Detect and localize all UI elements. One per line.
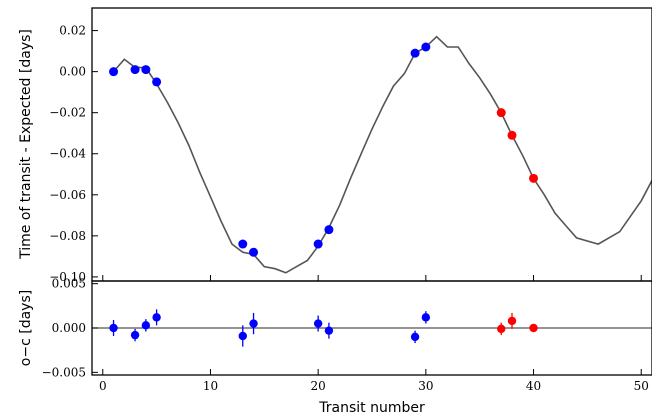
blue-residual-point [324,326,334,335]
bottom-y-tick-label: −0.005 [42,365,86,379]
red-transit-point [507,130,517,140]
bottom-panel: 0.005 0.000 −0.005 0 10 20 30 40 50 [42,277,652,393]
red-transit-point [496,108,506,118]
red-transit-point [529,173,539,183]
top-y-tick-label: −0.06 [49,188,86,202]
blue-transit-point [109,67,119,77]
top-y-tick-label: −0.08 [49,229,86,243]
blue-residual-point [130,330,140,340]
top-y-axis-label: Time of transit - Expected [days] [18,29,34,260]
bottom-ticks-layer: 0.005 0.000 −0.005 0 10 20 30 40 50 [42,277,649,393]
red-residual-point [507,316,517,326]
blue-transit-point [324,225,334,235]
blue-transit-point [410,48,420,58]
blue-transit-point [130,65,140,75]
blue-residual-point [410,332,420,342]
blue-transit-point [313,239,323,249]
blue-residual-point [141,321,151,330]
x-tick-label: 0 [99,379,107,393]
top-y-tick-label: 0.02 [59,24,86,38]
red-residual-point [529,323,538,333]
bottom-y-tick-label: 0.000 [52,321,86,335]
x-tick-label: 40 [526,379,541,393]
x-axis-label: Transit number [318,400,425,416]
blue-residual-point [109,323,118,333]
x-tick-label: 30 [418,379,433,393]
bottom-points-layer [109,309,538,347]
bottom-plot-frame [91,280,652,376]
x-tick-label: 20 [311,379,326,393]
top-y-tick-label: 0.00 [59,65,86,79]
blue-transit-point [238,239,248,249]
blue-transit-point [249,247,259,257]
blue-residual-point [421,313,431,322]
model-curve [112,35,652,274]
blue-transit-point [152,77,162,87]
blue-residual-point [238,331,247,341]
top-y-tick-label: −0.02 [49,106,86,120]
x-tick-label: 50 [634,379,649,393]
top-y-tick-label: −0.10 [49,270,86,284]
top-plot-frame [91,7,652,282]
x-tick-label: 10 [203,379,218,393]
blue-residual-point [152,313,161,322]
blue-transit-point [141,65,151,75]
blue-residual-point [313,319,323,328]
bottom-y-axis-label: o−c [days] [18,290,34,366]
blue-transit-point [421,42,431,52]
top-ticks-layer: 0.02 0.00 −0.02 −0.04 −0.06 −0.08 −0.10 [49,24,642,284]
model-curve-layer [112,35,652,274]
red-residual-point [497,324,506,334]
bottom-y-tick-label: 0.005 [52,277,86,291]
blue-residual-point [249,319,258,328]
top-y-tick-label: −0.04 [49,147,86,161]
top-points-layer [109,42,539,257]
top-panel: 0.02 0.00 −0.02 −0.04 −0.06 −0.08 −0.10 [49,7,652,284]
